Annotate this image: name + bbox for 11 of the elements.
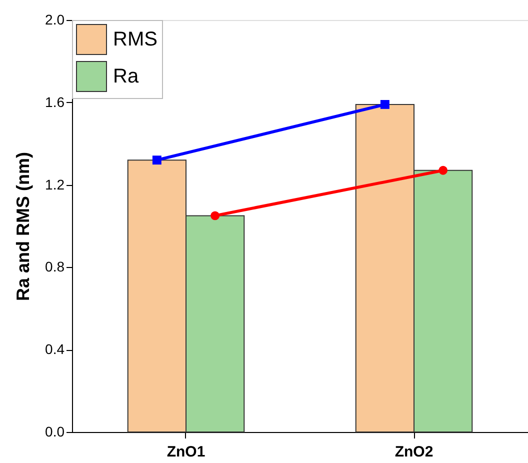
y-axis-title: Ra and RMS (nm) — [13, 152, 34, 302]
x-tick-label: ZnO2 — [394, 444, 434, 460]
legend-label: Ra — [113, 66, 140, 88]
y-tick-label: 0.8 — [45, 258, 65, 275]
legend-label: RMS — [113, 28, 158, 50]
y-tick-label: 0.0 — [45, 424, 65, 440]
y-tick-label: 0.4 — [45, 341, 65, 358]
y-tick-label: 2.0 — [45, 12, 65, 28]
x-tick-label: ZnO1 — [166, 444, 206, 460]
y-tick-label: 1.6 — [45, 94, 65, 110]
y-tick-label: 1.2 — [45, 176, 65, 192]
